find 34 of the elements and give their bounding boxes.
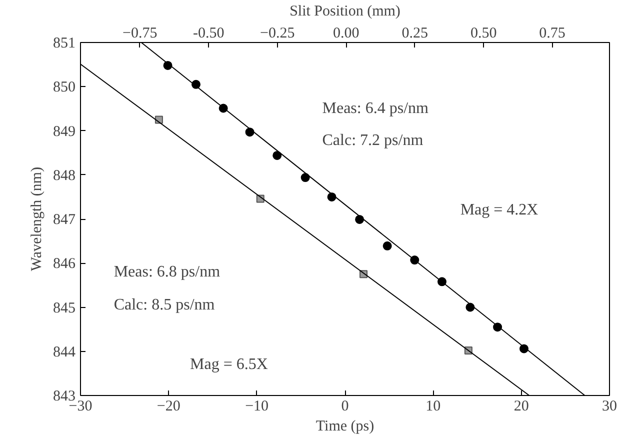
annotation: Calc: 8.5 ps/nm xyxy=(114,296,216,314)
y-tick-label: 851 xyxy=(53,36,76,52)
y-tick-label: 844 xyxy=(53,344,76,360)
annotation: Mag = 6.5X xyxy=(190,356,268,374)
y-tick-label: 847 xyxy=(53,212,76,228)
y-axis-title: Wavelength (nm) xyxy=(29,166,45,272)
x-tick-label: 0 xyxy=(341,398,349,414)
x2-tick-label: -0.50 xyxy=(193,26,224,42)
x-axis-title: Time (ps) xyxy=(316,418,374,434)
x2-tick-label: −0.75 xyxy=(122,26,158,42)
annotation: Mag = 4.2X xyxy=(460,202,539,219)
point xyxy=(272,150,282,160)
y-tick-label: 845 xyxy=(53,300,76,316)
x2-tick-label: −0.25 xyxy=(260,26,295,42)
annotation: Meas: 6.8 ps/nm xyxy=(114,263,221,280)
y-tick-label: 849 xyxy=(53,124,76,140)
point xyxy=(382,241,392,250)
x-tick-label: 20 xyxy=(514,398,529,414)
x2-tick-label: 0.75 xyxy=(539,26,566,42)
y-tick-label: 843 xyxy=(53,388,76,404)
x-tick-label: 10 xyxy=(426,398,441,414)
point xyxy=(300,173,310,182)
y-tick-label: 850 xyxy=(53,80,76,96)
y-tick-label: 846 xyxy=(53,256,76,272)
x2-tick-label: 0.25 xyxy=(402,26,428,42)
y-tick-label: 848 xyxy=(53,168,76,184)
annotation: Calc: 7.2 ps/nm xyxy=(322,132,424,149)
x-tick-label: 30 xyxy=(602,398,617,414)
annotation: Meas: 6.4 ps/nm xyxy=(322,100,430,118)
x2-axis-title: Slit Position (mm) xyxy=(290,4,400,20)
x2-tick-label: 0.50 xyxy=(470,26,497,42)
x-tick-label: −20 xyxy=(156,398,180,414)
x-tick-label: −10 xyxy=(245,398,269,414)
x2-tick-label: 0.00 xyxy=(332,26,360,42)
